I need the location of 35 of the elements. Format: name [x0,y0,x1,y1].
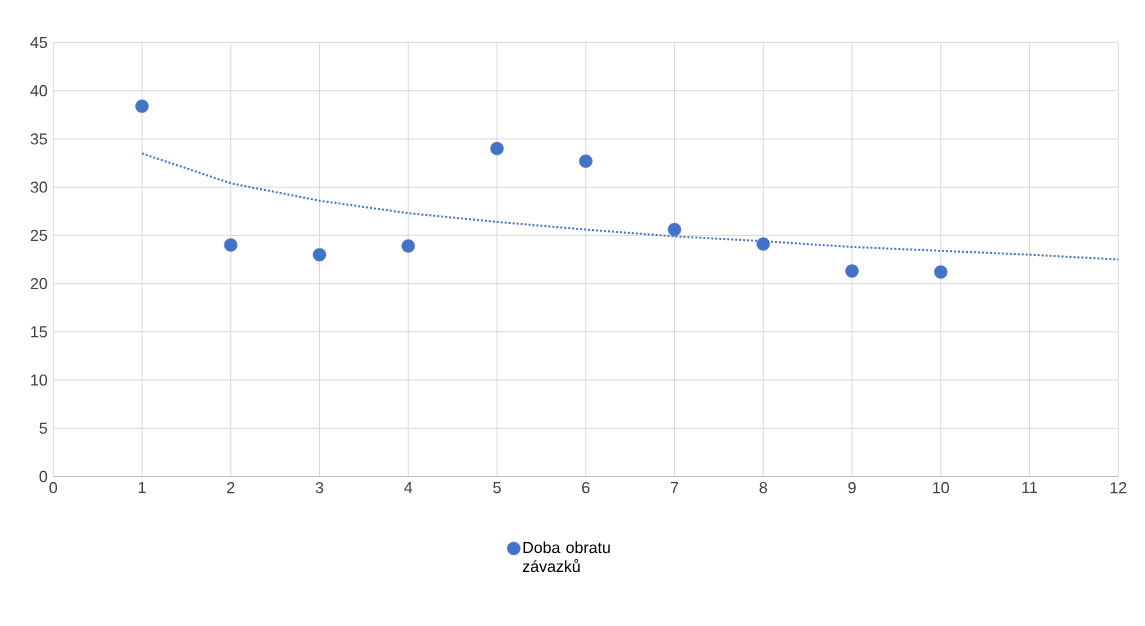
x-tick-label: 3 [315,482,324,494]
y-tick-label: 25 [30,229,48,242]
x-tick-label: 9 [848,482,856,494]
x-tick-label: 4 [404,482,413,493]
point [845,264,859,278]
legend-label: Doba obratu závazků [522,541,610,573]
y-tick-label: 5 [39,422,48,434]
y-tick-label: 10 [31,374,48,386]
x-tick-label: 11 [1022,482,1037,493]
x-tick-label: 7 [670,482,679,493]
y-tick-label: 30 [30,181,48,193]
x-tick-label: 1 [138,482,146,493]
x-tick-label: 2 [227,482,235,494]
line-series [141,152,1120,261]
point [312,247,327,262]
point [579,154,593,168]
point [667,222,682,237]
x-tick-label: 10 [933,482,949,494]
x-tick-label: 6 [582,482,590,494]
y-tick-label: 45 [30,36,48,49]
y-tick-label: 20 [30,277,48,290]
x-tick-label: 8 [759,482,767,494]
y-tick-label: 0 [39,470,48,483]
x-tick-label: 12 [1110,482,1127,494]
y-tick-label: 35 [30,133,48,145]
point [934,265,948,279]
y-tick-label: 40 [30,85,48,97]
x-tick-label: 5 [493,482,501,494]
point [135,99,149,113]
x-tick-label: 0 [49,482,58,494]
point [490,141,504,156]
point [224,238,238,252]
point [756,237,770,251]
y-tick-label: 15 [31,326,48,338]
point [401,239,415,253]
